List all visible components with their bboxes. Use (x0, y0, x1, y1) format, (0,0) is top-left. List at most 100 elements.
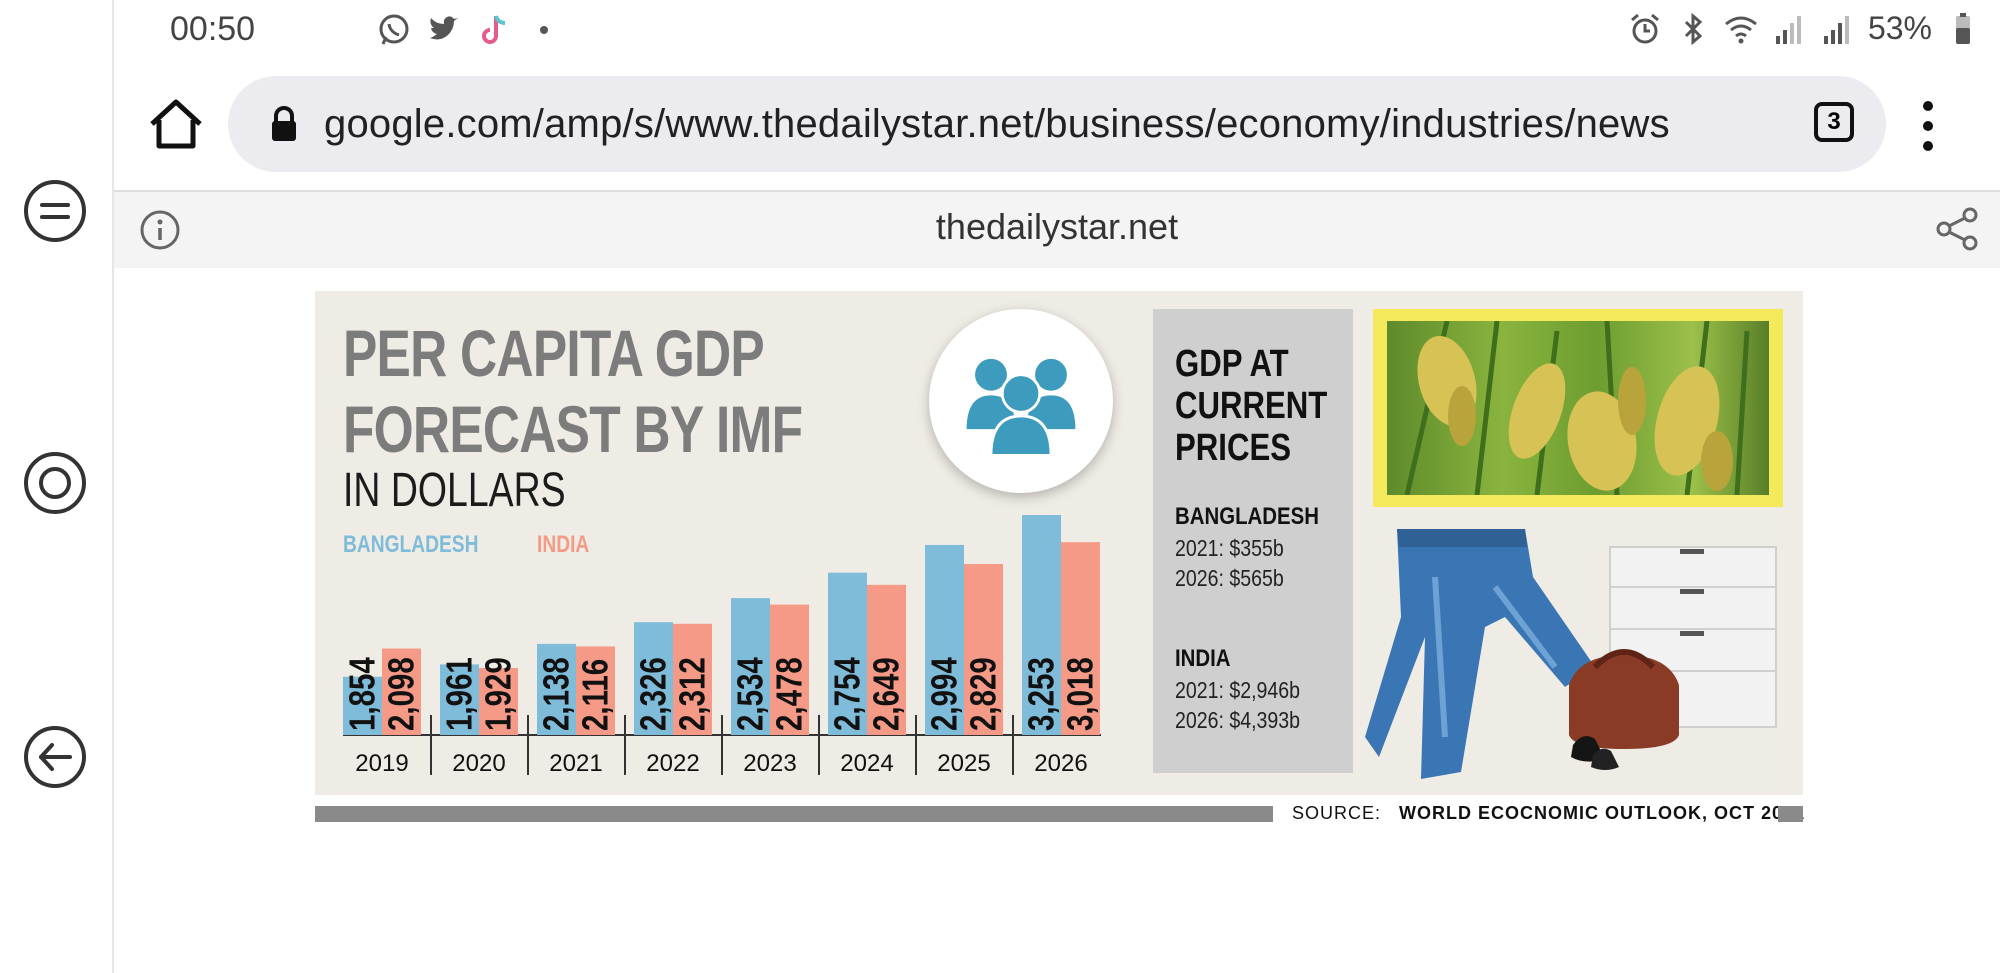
legend-india: INDIA (537, 531, 590, 558)
bar-label: 2,098 (381, 657, 421, 731)
bar-india-2024 (867, 584, 906, 735)
system-status: 53% (1628, 10, 1980, 47)
bar-label: 1,961 (439, 657, 479, 731)
gdp-bangladesh-2026: 2026: $565b (1175, 565, 1284, 591)
bar-india-2025 (964, 564, 1003, 735)
tab-switcher-button[interactable]: 3 (1814, 102, 1854, 142)
legend-bangladesh: BANGLADESH (343, 531, 479, 558)
gdp-heading-line-1: GDP AT (1175, 343, 1289, 385)
bar-india-2026 (1061, 542, 1100, 735)
signal-icon (1823, 15, 1849, 44)
source-rule (315, 806, 1273, 822)
more-options-icon[interactable] (1920, 98, 1936, 154)
people-icon-badge (929, 309, 1113, 493)
source-value: WORLD ECOCNOMIC OUTLOOK, OCT 2021 (1399, 803, 1806, 823)
gdp-india-2021: 2021: $2,946b (1175, 677, 1301, 703)
wifi-icon (1725, 16, 1757, 43)
gdp-heading: GDP AT CURRENT PRICES (1175, 343, 1327, 469)
bar-bangladesh-2026 (1022, 515, 1061, 735)
gdp-india-label: INDIA (1175, 645, 1231, 672)
side-nav-rail (0, 0, 114, 973)
bar-label: 1,854 (342, 657, 382, 731)
bar-label: 2,326 (633, 657, 673, 731)
gdp-heading-line-3: PRICES (1175, 427, 1292, 469)
rice-image (1387, 321, 1769, 495)
bar-label: 2,116 (575, 659, 615, 731)
bar-label: 3,253 (1021, 657, 1061, 731)
gdp-panel: GDP AT CURRENT PRICES BANGLADESH 2021: $… (1153, 309, 1353, 773)
status-time: 00:50 (170, 10, 256, 48)
infographic-title: PER CAPITA GDP FORECAST BY IMF (343, 315, 803, 467)
x-tick-label: 2024 (840, 750, 893, 777)
bar-label: 2,478 (769, 657, 809, 731)
bar-bangladesh-2019 (343, 676, 382, 735)
bar-label: 2,829 (963, 657, 1003, 731)
gdp-india-2026: 2026: $4,393b (1175, 707, 1301, 733)
gdp-bangladesh-label: BANGLADESH (1175, 503, 1319, 530)
status-bar: 00:50 53% (114, 0, 2000, 62)
bar-bangladesh-2022 (634, 622, 673, 735)
source-line: SOURCE: WORLD ECOCNOMIC OUTLOOK, OCT 202… (1292, 803, 1805, 824)
bar-label: 2,138 (536, 657, 576, 731)
infographic: PER CAPITA GDP FORECAST BY IMF IN DOLLAR… (315, 291, 1803, 795)
alarm-icon (1630, 13, 1659, 43)
share-icon[interactable] (1934, 206, 1980, 252)
bar-label: 2,534 (730, 657, 770, 731)
source-rule-end (1778, 806, 1803, 822)
x-tick-label: 2020 (452, 750, 505, 777)
battery-percent: 53% (1867, 10, 1932, 46)
menu-circle-icon (24, 180, 86, 242)
home-nav-button[interactable] (22, 450, 88, 516)
bar-india-2021 (576, 646, 615, 735)
bar-india-2022 (673, 623, 712, 735)
rice-plant-illustration (1404, 321, 1750, 495)
bar-bangladesh-2021 (537, 643, 576, 735)
bar-bangladesh-2024 (828, 572, 867, 735)
x-tick-label: 2025 (937, 750, 990, 777)
lock-icon (272, 106, 296, 141)
bar-india-2019 (382, 648, 421, 735)
back-arrow-icon (24, 726, 86, 788)
bar-india-2020 (479, 668, 518, 735)
bluetooth-icon (1684, 12, 1703, 45)
bar-label: 3,018 (1060, 657, 1100, 731)
menu-button[interactable] (22, 178, 88, 244)
products-photo (1365, 517, 1785, 787)
amp-domain: thedailystar.net (935, 206, 1179, 247)
x-tick-label: 2026 (1034, 750, 1087, 777)
info-icon[interactable] (138, 208, 182, 252)
bar-label: 2,649 (866, 657, 906, 731)
address-bar[interactable]: google.com/amp/s/www.thedailystar.net/bu… (228, 76, 1886, 172)
bar-bangladesh-2023 (731, 598, 770, 735)
rice-photo (1373, 309, 1783, 507)
home-icon[interactable] (144, 92, 208, 156)
bar-bangladesh-2025 (925, 544, 964, 735)
amp-header: thedailystar.net (114, 190, 2000, 268)
infographic-subtitle: IN DOLLARS (343, 464, 566, 517)
title-line-1: PER CAPITA GDP (343, 316, 765, 390)
browser-toolbar: google.com/amp/s/www.thedailystar.net/bu… (114, 62, 2000, 190)
bar-india-2023 (770, 604, 809, 735)
x-tick-label: 2021 (549, 750, 602, 777)
whatsapp-icon (379, 14, 409, 45)
x-tick-label: 2023 (743, 750, 796, 777)
battery-icon (1956, 12, 1970, 44)
twitter-icon (430, 16, 458, 40)
signal-icon (1775, 15, 1801, 44)
bar-label: 2,994 (924, 657, 964, 731)
back-nav-button[interactable] (22, 724, 88, 790)
x-tick-label: 2022 (646, 750, 699, 777)
gdp-bangladesh-2021: 2021: $355b (1175, 535, 1284, 561)
title-line-2: FORECAST BY IMF (343, 392, 803, 466)
dot-icon (540, 26, 548, 34)
people-icon (966, 358, 1076, 457)
tiktok-icon (482, 15, 506, 44)
bar-bangladesh-2020 (440, 664, 479, 735)
url-text[interactable]: google.com/amp/s/www.thedailystar.net/bu… (324, 101, 1670, 146)
home-circle-icon (24, 452, 86, 514)
bar-label: 2,754 (827, 657, 867, 731)
x-tick-label: 2019 (355, 750, 408, 777)
bar-label: 2,312 (672, 657, 712, 731)
source-label: SOURCE: (1292, 803, 1382, 823)
